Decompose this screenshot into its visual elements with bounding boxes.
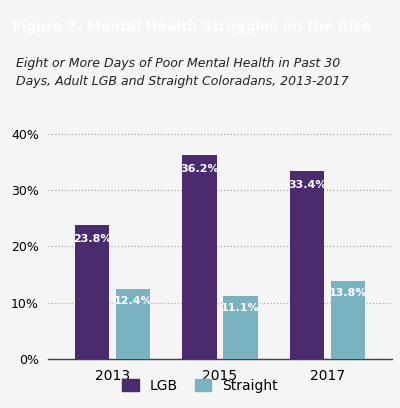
Legend: LGB, Straight: LGB, Straight — [118, 375, 282, 397]
Text: Eight or More Days of Poor Mental Health in Past 30
Days, Adult LGB and Straight: Eight or More Days of Poor Mental Health… — [16, 57, 349, 88]
Text: 36.2%: 36.2% — [180, 164, 219, 174]
Bar — [75, 225, 109, 359]
Bar — [223, 297, 258, 359]
Text: 13.8%: 13.8% — [329, 288, 367, 298]
Text: 11.1%: 11.1% — [221, 303, 260, 313]
Bar — [116, 289, 150, 359]
Bar — [182, 155, 217, 359]
Text: 33.4%: 33.4% — [288, 180, 326, 190]
Text: 23.8%: 23.8% — [73, 234, 111, 244]
Text: Figure 2. Mental Health Struggles on the Rise: Figure 2. Mental Health Struggles on the… — [12, 20, 371, 33]
Text: 12.4%: 12.4% — [114, 296, 152, 306]
Bar — [290, 171, 324, 359]
Bar — [331, 281, 365, 359]
